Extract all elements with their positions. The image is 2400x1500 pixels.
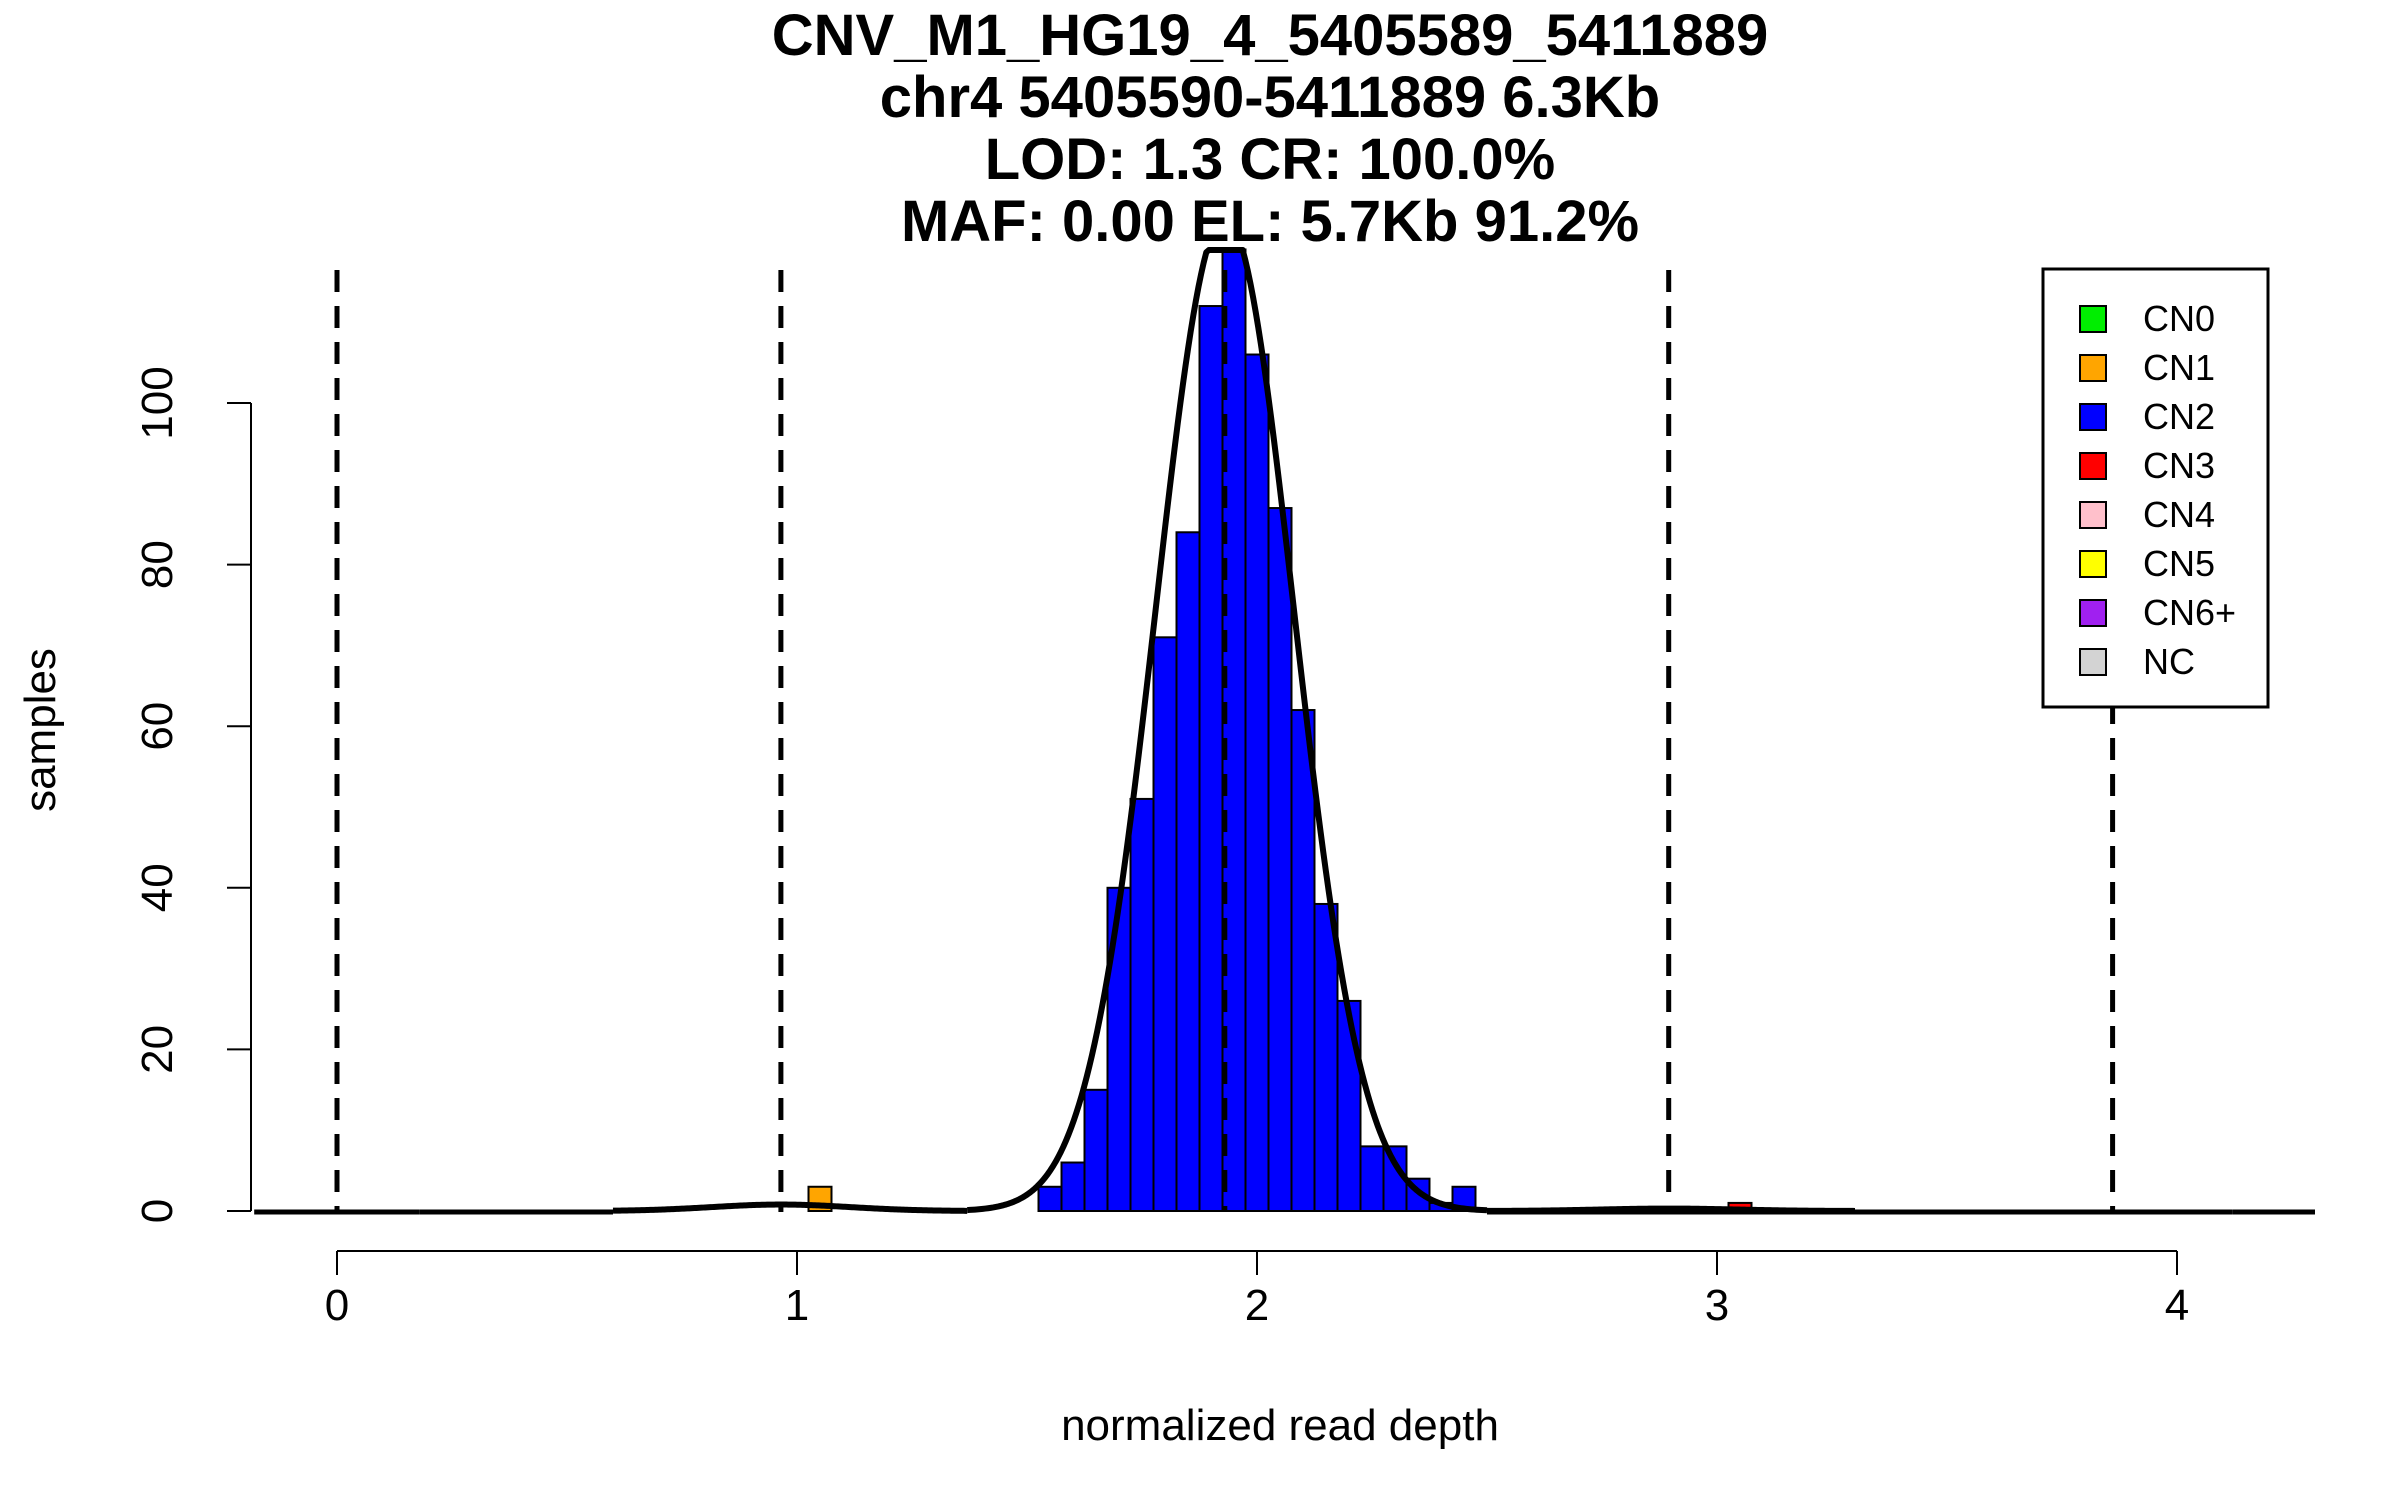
legend-swatch-cn0 xyxy=(2079,305,2107,333)
legend-label-cn4: CN4 xyxy=(2143,494,2215,535)
histogram-bar-1 xyxy=(1037,1185,1063,1213)
histogram-bar-12 xyxy=(1290,709,1316,1212)
histogram-bar-14 xyxy=(1336,999,1362,1212)
density-curve-1-0 xyxy=(966,247,1488,1214)
histogram-bar-6 xyxy=(1152,636,1178,1212)
histogram-bar-10 xyxy=(1244,353,1270,1212)
histogram-bar-3 xyxy=(1083,1088,1109,1213)
legend-label-nc: NC xyxy=(2143,641,2195,682)
density-curves xyxy=(254,247,2315,1215)
legend-label-cn3: CN3 xyxy=(2143,445,2215,486)
histogram-bar-13 xyxy=(1313,902,1339,1213)
histogram-bar-2 xyxy=(1060,1161,1086,1213)
legend-box xyxy=(2041,267,2270,709)
density-curve-0-0 xyxy=(611,1201,969,1214)
y-axis-label: samples xyxy=(16,648,65,812)
legend-swatch-cn3 xyxy=(2079,452,2107,480)
title-line-2: chr4 5405590-5411889 6.3Kb xyxy=(880,65,1660,130)
x-tick-label-4: 4 xyxy=(2165,1281,2189,1330)
title-line-1: CNV_M1_HG19_4_5405589_5411889 xyxy=(772,3,1768,68)
histogram-bar-15 xyxy=(1359,1145,1385,1212)
histogram-bar-4 xyxy=(1106,886,1132,1212)
legend-swatch-cn1 xyxy=(2079,354,2107,382)
x-tick-label-2: 2 xyxy=(1245,1281,1269,1330)
y-tick-label-3: 60 xyxy=(133,702,182,751)
histogram-bars xyxy=(807,248,1753,1213)
legend-label-cn6plus: CN6+ xyxy=(2143,592,2236,633)
y-tick-label-5: 100 xyxy=(133,366,182,439)
histogram-bar-8 xyxy=(1198,305,1224,1213)
histogram-bar-5 xyxy=(1129,797,1155,1212)
title-line-4: MAF: 0.00 EL: 5.7Kb 91.2% xyxy=(901,189,1639,254)
legend-label-cn0: CN0 xyxy=(2143,298,2215,339)
legend-swatch-cn5 xyxy=(2079,550,2107,578)
legend: CN0 CN1 CN2 CN3 CN4 CN5 CN6+ NC xyxy=(2041,267,2270,709)
y-tick-label-1: 20 xyxy=(133,1025,182,1074)
histogram-bar-7 xyxy=(1175,531,1201,1212)
x-tick-label-1: 1 xyxy=(785,1281,809,1330)
x-tick-label-0: 0 xyxy=(325,1281,349,1330)
legend-swatch-nc xyxy=(2079,648,2107,676)
x-axis-label: normalized read depth xyxy=(1061,1401,1499,1450)
y-tick-label-4: 80 xyxy=(133,540,182,589)
legend-swatch-cn4 xyxy=(2079,501,2107,529)
x-tick-label-3: 3 xyxy=(1705,1281,1729,1330)
chart-title: CNV_M1_HG19_4_5405589_5411889 chr4 54055… xyxy=(772,3,1768,254)
legend-label-cn2: CN2 xyxy=(2143,396,2215,437)
legend-label-cn5: CN5 xyxy=(2143,543,2215,584)
x-axis: 0 1 2 3 4 xyxy=(325,1250,2189,1330)
legend-label-cn1: CN1 xyxy=(2143,347,2215,388)
y-axis: 0 20 40 60 80 100 xyxy=(133,366,252,1223)
title-line-3: LOD: 1.3 CR: 100.0% xyxy=(985,127,1556,192)
histogram-bar-11 xyxy=(1267,507,1293,1213)
y-tick-label-0: 0 xyxy=(133,1199,182,1223)
legend-swatch-cn2 xyxy=(2079,403,2107,431)
y-tick-label-2: 40 xyxy=(133,863,182,912)
legend-swatch-cn6plus xyxy=(2079,599,2107,627)
